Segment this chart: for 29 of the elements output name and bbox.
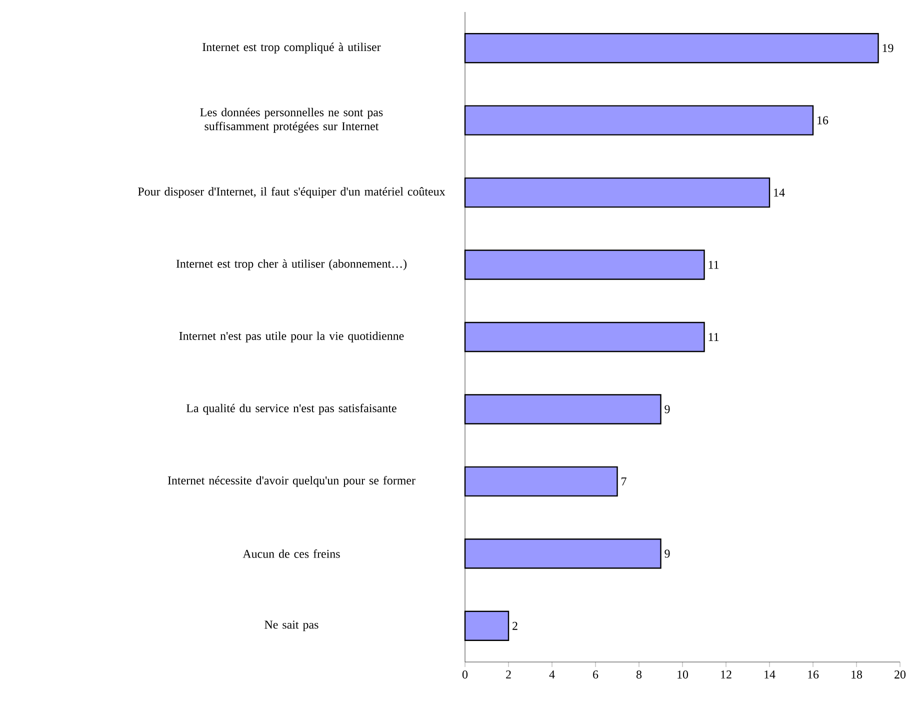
x-tick-label: 10 bbox=[678, 670, 688, 679]
data-label: 7 bbox=[622, 478, 626, 486]
y-tick-label: Les données personnelles ne sont pas suffisamment protégées sur Internet bbox=[200, 108, 383, 133]
data-label: 2 bbox=[512, 622, 518, 630]
y-tick-label: Pour disposer d'Internet, il faut s'équiper d'un matériel coûteux bbox=[138, 187, 446, 198]
x-tick-label: 2 bbox=[506, 670, 511, 678]
y-tick-label: Internet est trop cher à utiliser (abonnement…) bbox=[176, 259, 406, 270]
x-tick-label: 4 bbox=[549, 670, 555, 678]
x-tick-label: 20 bbox=[894, 670, 906, 679]
x-tick-label: 16 bbox=[808, 670, 819, 679]
data-label: 14 bbox=[774, 188, 785, 196]
y-tick-label: Internet n'est pas utile pour la vie quotidienne bbox=[179, 332, 404, 342]
x-tick-label: 8 bbox=[636, 670, 642, 679]
x-tick-label: 6 bbox=[593, 670, 598, 679]
x-tick-label: 0 bbox=[462, 670, 468, 679]
y-tick-label: Aucun de ces freins bbox=[242, 549, 340, 558]
y-tick-label: Ne sait pas bbox=[264, 620, 318, 632]
y-tick-label: Internet nécessite d'avoir quelqu'un pour se former bbox=[168, 476, 416, 487]
data-label: 11 bbox=[708, 333, 719, 341]
data-label: 9 bbox=[664, 405, 670, 414]
x-tick-label: 12 bbox=[721, 670, 732, 678]
data-label: 11 bbox=[708, 260, 719, 269]
y-tick-label: Internet est trop compliqué à utiliser bbox=[202, 42, 381, 54]
data-label: 9 bbox=[664, 550, 670, 558]
x-tick-label: 18 bbox=[852, 670, 862, 679]
data-label: 19 bbox=[882, 44, 894, 52]
y-tick-label: La qualité du service n'est pas satisfaisante bbox=[186, 404, 396, 415]
x-tick-label: 14 bbox=[764, 670, 776, 678]
data-label: 16 bbox=[818, 116, 828, 124]
